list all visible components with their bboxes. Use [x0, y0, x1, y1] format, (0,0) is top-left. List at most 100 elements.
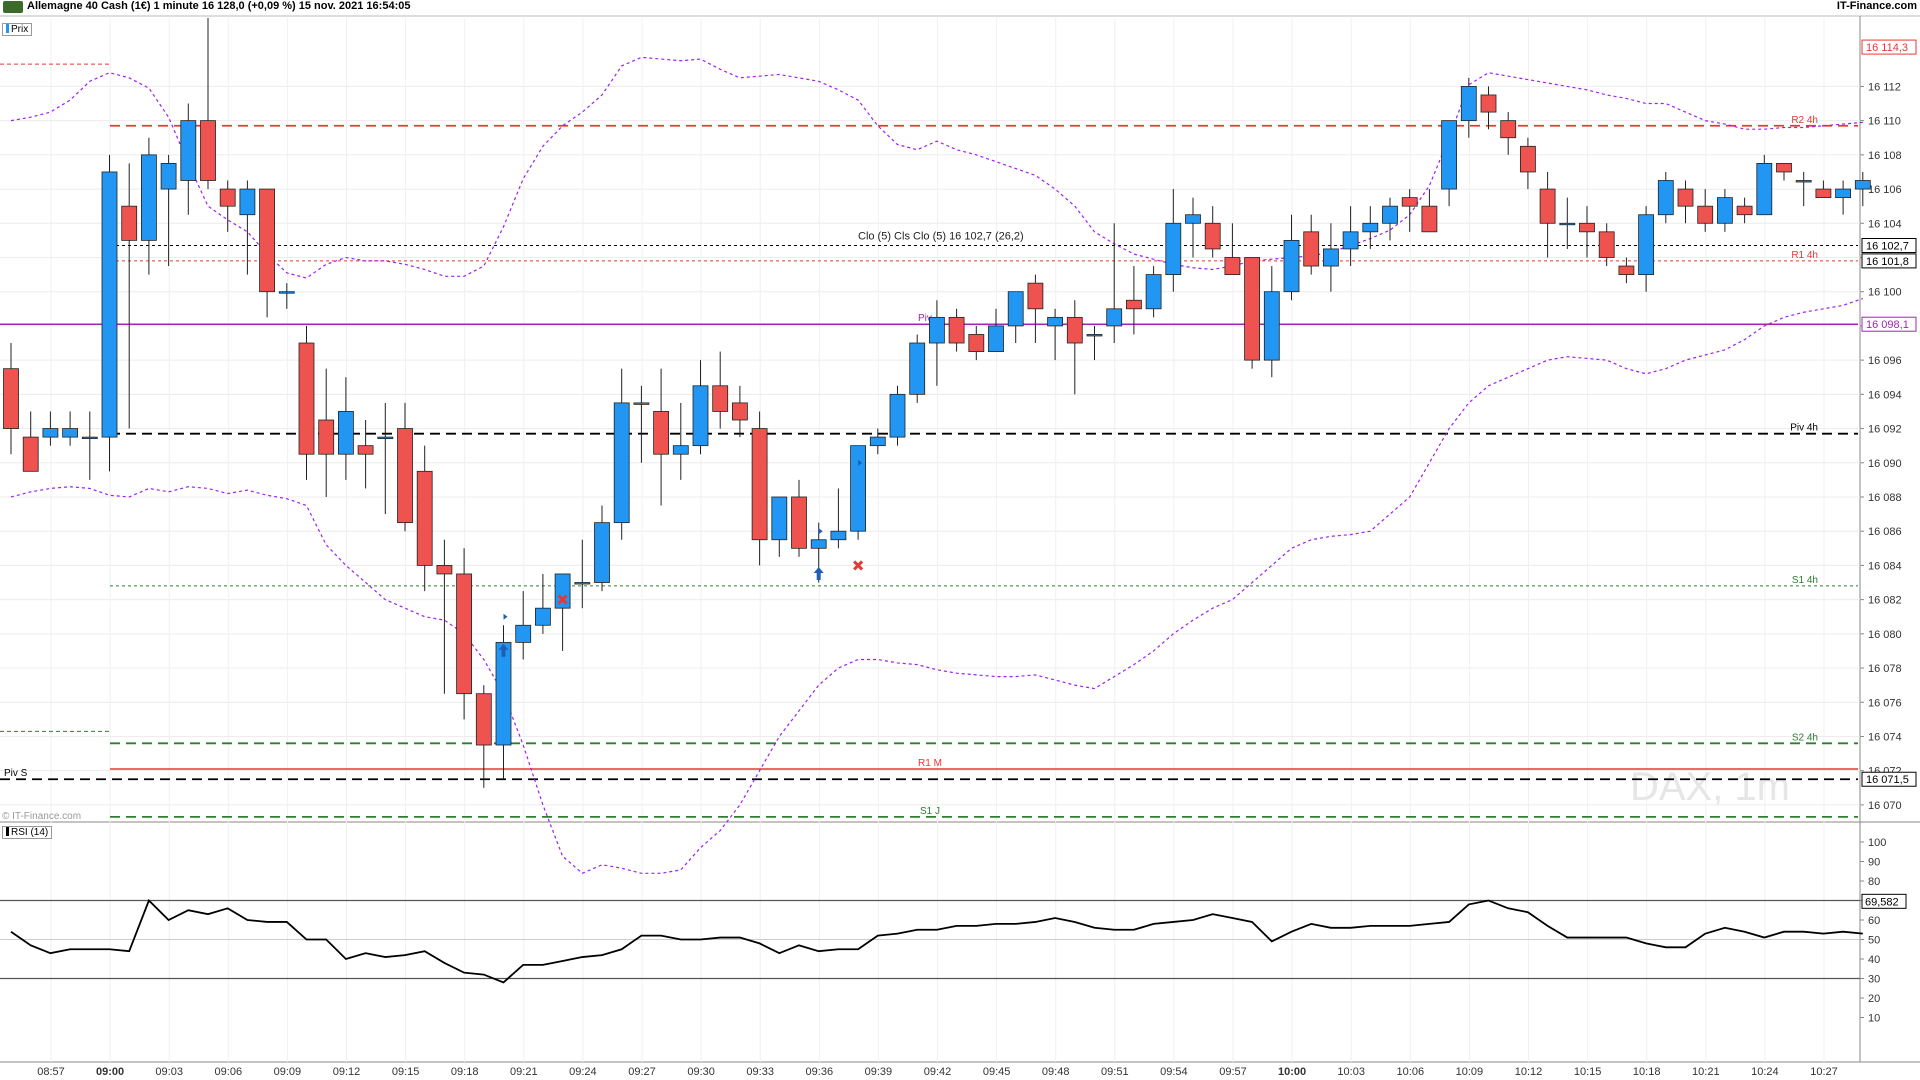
candle-up[interactable]	[1835, 188, 1851, 199]
candle-up[interactable]	[554, 573, 571, 609]
candle-up[interactable]	[62, 428, 78, 438]
candle-down[interactable]	[1224, 257, 1241, 275]
candle-up[interactable]	[1145, 274, 1162, 310]
candle-down[interactable]	[1618, 265, 1635, 275]
candle-down[interactable]	[219, 188, 236, 207]
candle-down[interactable]	[1776, 163, 1792, 173]
candle-up[interactable]	[594, 522, 610, 583]
candle-down[interactable]	[751, 428, 768, 541]
candle-down[interactable]	[791, 496, 807, 549]
candle-down[interactable]	[948, 316, 965, 344]
candle-up[interactable]	[929, 316, 945, 344]
candle-down[interactable]	[357, 445, 374, 455]
candle-down[interactable]	[1401, 197, 1418, 207]
candle-down[interactable]	[259, 188, 276, 293]
candle-up[interactable]	[574, 582, 591, 585]
candle-up[interactable]	[672, 445, 689, 455]
candle-down[interactable]	[3, 368, 19, 429]
candle-up[interactable]	[1283, 239, 1300, 293]
candle-up[interactable]	[535, 607, 551, 626]
candle-down[interactable]	[22, 436, 39, 472]
candle-down[interactable]	[416, 470, 433, 566]
candle-up[interactable]	[1106, 308, 1123, 327]
candle-down[interactable]	[1815, 188, 1832, 199]
candle-up[interactable]	[1362, 222, 1379, 233]
candle-up[interactable]	[140, 154, 157, 241]
legend-rsi[interactable]: RSI (14)	[2, 826, 53, 839]
candle-down[interactable]	[1066, 316, 1083, 344]
candle-up[interactable]	[633, 402, 650, 405]
candle-up[interactable]	[81, 436, 98, 440]
candle-down[interactable]	[1303, 231, 1320, 267]
candle-up[interactable]	[1165, 222, 1182, 275]
candle-up[interactable]	[1185, 214, 1201, 224]
candle-up[interactable]	[909, 342, 926, 395]
candle-up[interactable]	[830, 530, 847, 541]
candle-up[interactable]	[613, 402, 630, 524]
candle-up[interactable]	[1795, 180, 1812, 183]
candle-down[interactable]	[1736, 205, 1753, 216]
candle-up[interactable]	[1086, 334, 1103, 337]
candle-up[interactable]	[1854, 180, 1871, 190]
candle-down[interactable]	[1244, 257, 1260, 361]
candle-down[interactable]	[1697, 205, 1714, 224]
candle-up[interactable]	[1047, 316, 1063, 327]
candle-down[interactable]	[298, 342, 315, 455]
candle-up[interactable]	[180, 120, 197, 181]
candle-down[interactable]	[1677, 188, 1694, 207]
candle-down[interactable]	[1579, 222, 1595, 233]
candle-up[interactable]	[771, 496, 788, 541]
candle-up[interactable]	[869, 436, 886, 447]
candle-down[interactable]	[397, 428, 413, 524]
candle-up[interactable]	[337, 411, 354, 455]
candle-down[interactable]	[968, 334, 985, 352]
price-tick-label: 16 080	[1868, 629, 1902, 641]
candle-up[interactable]	[515, 624, 532, 643]
candle-down[interactable]	[1126, 299, 1142, 310]
candle-up[interactable]	[239, 188, 256, 216]
candle-down[interactable]	[121, 205, 138, 241]
candle-up[interactable]	[1460, 86, 1477, 122]
candle-up[interactable]	[692, 385, 709, 447]
candle-down[interactable]	[712, 385, 729, 412]
candle-up[interactable]	[889, 393, 906, 438]
candle-up[interactable]	[1323, 248, 1339, 267]
candle-down[interactable]	[318, 419, 335, 455]
candle-up[interactable]	[1342, 231, 1359, 250]
candle-up[interactable]	[850, 445, 866, 532]
candle-down[interactable]	[653, 411, 669, 455]
candle-down[interactable]	[475, 693, 492, 746]
legend-price[interactable]: Prix	[2, 23, 33, 36]
candle-up[interactable]	[1263, 291, 1280, 361]
candle-up[interactable]	[42, 428, 59, 438]
candle-up[interactable]	[101, 171, 118, 438]
candle-up[interactable]	[1559, 222, 1576, 226]
candle-up[interactable]	[1638, 214, 1654, 275]
candle-down[interactable]	[1598, 231, 1615, 258]
candle-up[interactable]	[1441, 120, 1457, 190]
legend-swatch-icon	[6, 827, 9, 836]
candle-up[interactable]	[278, 291, 295, 294]
candle-down[interactable]	[1204, 222, 1221, 250]
candle-down[interactable]	[1539, 188, 1556, 224]
candle-up[interactable]	[495, 641, 512, 746]
candle-up[interactable]	[1717, 197, 1733, 224]
candle-down[interactable]	[1520, 145, 1536, 173]
candle-up[interactable]	[1756, 163, 1773, 216]
candle-down[interactable]	[436, 565, 453, 575]
candle-up[interactable]	[1007, 291, 1024, 327]
candle-up[interactable]	[160, 163, 177, 190]
candle-down[interactable]	[1500, 120, 1517, 139]
candle-up[interactable]	[988, 325, 1004, 352]
candle-down[interactable]	[200, 120, 216, 181]
candle-down[interactable]	[732, 402, 748, 421]
candle-up[interactable]	[810, 539, 827, 549]
candle-up[interactable]	[1657, 180, 1674, 216]
candle-up[interactable]	[1382, 205, 1398, 224]
candle-down[interactable]	[456, 573, 473, 695]
candle-down[interactable]	[1421, 205, 1438, 233]
candle-down[interactable]	[1480, 94, 1497, 113]
candle-down[interactable]	[1027, 282, 1044, 310]
candle-up[interactable]	[377, 436, 394, 440]
